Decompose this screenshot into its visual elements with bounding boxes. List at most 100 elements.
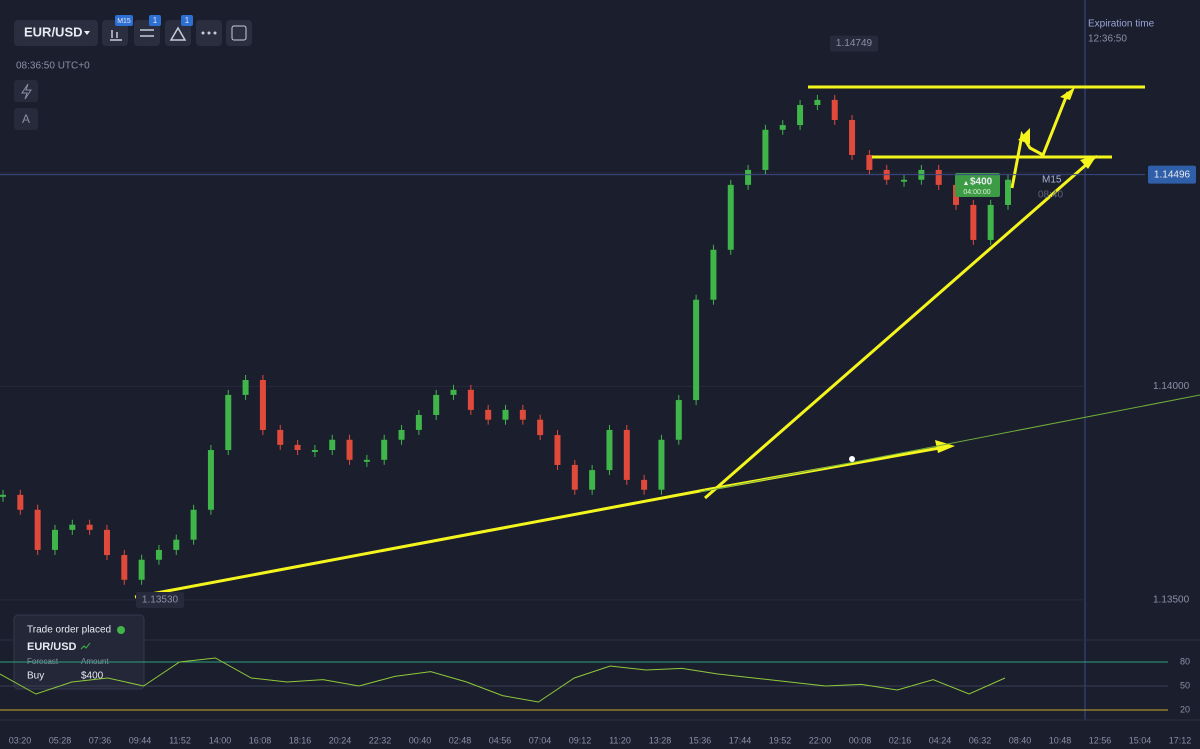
up-icon [964, 181, 968, 185]
dot [207, 31, 211, 35]
timeframe-badge: M15 [117, 18, 131, 25]
x-tick-label: 11:20 [609, 735, 631, 745]
candle [623, 429, 630, 480]
dropdown-icon [84, 31, 90, 35]
candle-icon [110, 30, 122, 41]
arrow-head [935, 440, 955, 453]
forecast: Buy [27, 671, 44, 682]
x-tick-label: 02:48 [449, 735, 472, 745]
candle [606, 429, 613, 471]
candle [849, 119, 856, 155]
candle [467, 389, 474, 410]
candle [398, 429, 405, 440]
trend-line [134, 488, 706, 599]
x-tick-label: 17:44 [729, 735, 752, 745]
candle [363, 459, 370, 462]
candle [779, 125, 786, 130]
candle [485, 409, 492, 420]
level-label: 50 [1180, 680, 1190, 690]
candle [277, 429, 284, 445]
candle [173, 539, 180, 550]
trade-panel-title: Trade order placed [27, 625, 111, 636]
x-tick-label: 20:24 [329, 735, 352, 745]
check-icon [117, 626, 125, 634]
time-label: 08:40 [1038, 190, 1063, 201]
symbol: EUR/USD [24, 24, 83, 39]
candle [571, 464, 578, 490]
x-tick-label: 19:52 [769, 735, 792, 745]
candle [987, 204, 994, 240]
layout-button[interactable] [226, 20, 252, 46]
x-tick-label: 00:08 [849, 735, 872, 745]
candle [69, 524, 76, 530]
badge [115, 15, 133, 26]
layout-icon [231, 25, 247, 41]
trade-amount: $400 [970, 177, 993, 188]
x-tick-label: 05:28 [49, 735, 72, 745]
x-tick-label: 07:36 [89, 735, 112, 745]
candle [589, 470, 596, 490]
candle [831, 99, 838, 120]
candle [17, 494, 24, 510]
x-tick-label: 15:04 [1129, 735, 1152, 745]
trade-timer: 04:00:00 [963, 189, 990, 196]
candle [675, 400, 682, 440]
candle [51, 529, 58, 550]
x-tick-label: 09:44 [129, 735, 152, 745]
candle [242, 379, 249, 395]
candle [710, 249, 717, 300]
projection-arrow [1010, 91, 1070, 189]
symbol-button[interactable] [14, 20, 98, 46]
signal-button[interactable] [14, 80, 38, 102]
x-tick-label: 10:48 [1049, 735, 1072, 745]
expiration-label: Expiration time [1088, 19, 1155, 30]
candle [34, 509, 41, 550]
arrow-head [1060, 87, 1075, 100]
text-tool-button[interactable] [14, 108, 38, 130]
candle [762, 129, 769, 170]
candle [814, 99, 821, 106]
x-tick-label: 12:56 [1089, 735, 1112, 745]
candle [207, 450, 214, 510]
indicator-line [699, 394, 1200, 493]
badge [149, 15, 161, 26]
candle [190, 509, 197, 540]
indicators-count: 1 [153, 16, 158, 25]
drawing-icon [169, 26, 187, 41]
amount: $400 [81, 671, 104, 682]
candle [519, 409, 526, 420]
indicators-button[interactable] [134, 20, 160, 46]
candle [658, 439, 665, 490]
x-tick-label: 08:40 [1009, 735, 1032, 745]
candle [259, 379, 266, 430]
trade-badge[interactable] [955, 173, 1000, 197]
clock: 08:36:50 UTC+0 [16, 61, 90, 72]
candle [138, 559, 145, 580]
lightning-icon [21, 83, 32, 100]
current-price: 1.14496 [1154, 169, 1191, 180]
expiration-time: 12:36:50 [1088, 34, 1127, 45]
x-tick-label: 22:32 [369, 735, 392, 745]
candle [450, 389, 457, 395]
x-tick-label: 03:20 [9, 735, 32, 745]
x-tick-label: 02:16 [889, 735, 912, 745]
candle [866, 154, 873, 170]
candle [502, 409, 509, 420]
x-tick-label: 00:40 [409, 735, 432, 745]
dot [201, 31, 205, 35]
y-tick-label: 1.13500 [1153, 595, 1190, 606]
candle [745, 169, 752, 185]
drawings-count: 1 [185, 16, 190, 25]
candle [1005, 179, 1011, 205]
text-tool: A [22, 112, 30, 126]
candle [346, 439, 353, 460]
candle [901, 179, 908, 182]
timeframe-label: M15 [1042, 175, 1062, 186]
candle [311, 450, 318, 453]
indicator-icon [140, 29, 154, 37]
trend-line [704, 155, 1096, 500]
x-tick-label: 22:00 [809, 735, 832, 745]
